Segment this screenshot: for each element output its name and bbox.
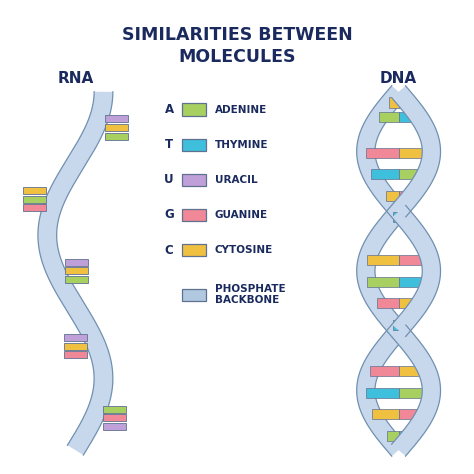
FancyBboxPatch shape [64, 343, 87, 350]
FancyBboxPatch shape [23, 204, 46, 211]
FancyBboxPatch shape [399, 431, 410, 441]
FancyBboxPatch shape [399, 319, 404, 330]
Text: A: A [164, 103, 173, 116]
FancyBboxPatch shape [370, 366, 399, 376]
Text: U: U [164, 173, 174, 186]
FancyBboxPatch shape [393, 212, 399, 222]
FancyBboxPatch shape [399, 212, 404, 222]
Text: C: C [164, 244, 173, 256]
Polygon shape [357, 325, 406, 456]
FancyBboxPatch shape [366, 147, 399, 158]
Text: T: T [165, 138, 173, 151]
FancyBboxPatch shape [182, 138, 206, 151]
FancyBboxPatch shape [399, 147, 431, 158]
FancyBboxPatch shape [103, 406, 127, 413]
FancyBboxPatch shape [399, 409, 425, 419]
Polygon shape [357, 205, 405, 337]
FancyBboxPatch shape [103, 423, 127, 430]
Text: PHOSPHATE
BACKBONE: PHOSPHATE BACKBONE [215, 284, 285, 305]
FancyBboxPatch shape [399, 169, 426, 179]
FancyBboxPatch shape [393, 319, 399, 330]
FancyBboxPatch shape [23, 187, 46, 194]
FancyBboxPatch shape [105, 124, 128, 131]
FancyBboxPatch shape [390, 97, 399, 108]
Text: SIMILARITIES BETWEEN
MOLECULES: SIMILARITIES BETWEEN MOLECULES [122, 26, 352, 66]
FancyBboxPatch shape [182, 103, 206, 116]
FancyBboxPatch shape [64, 334, 87, 341]
FancyBboxPatch shape [182, 174, 206, 186]
FancyBboxPatch shape [399, 191, 411, 201]
FancyBboxPatch shape [367, 276, 399, 287]
FancyBboxPatch shape [65, 259, 88, 266]
FancyBboxPatch shape [182, 244, 206, 256]
FancyBboxPatch shape [399, 366, 428, 376]
FancyBboxPatch shape [372, 169, 399, 179]
Polygon shape [392, 205, 440, 337]
FancyBboxPatch shape [65, 267, 88, 274]
FancyBboxPatch shape [367, 255, 399, 265]
Text: DNA: DNA [380, 71, 417, 86]
FancyBboxPatch shape [105, 133, 128, 140]
FancyBboxPatch shape [379, 112, 399, 122]
FancyBboxPatch shape [182, 289, 206, 301]
FancyBboxPatch shape [399, 276, 430, 287]
FancyBboxPatch shape [65, 276, 88, 283]
FancyBboxPatch shape [23, 196, 46, 203]
FancyBboxPatch shape [399, 298, 420, 309]
Polygon shape [392, 325, 440, 456]
FancyBboxPatch shape [105, 116, 128, 122]
Text: URACIL: URACIL [215, 175, 257, 185]
Text: CYTOSINE: CYTOSINE [215, 245, 273, 255]
FancyBboxPatch shape [399, 97, 408, 108]
Text: RNA: RNA [57, 71, 93, 86]
FancyBboxPatch shape [103, 414, 127, 421]
FancyBboxPatch shape [64, 351, 87, 358]
FancyBboxPatch shape [399, 255, 430, 265]
FancyBboxPatch shape [386, 431, 399, 441]
FancyBboxPatch shape [372, 409, 399, 419]
Polygon shape [357, 86, 406, 217]
FancyBboxPatch shape [366, 388, 399, 398]
FancyBboxPatch shape [385, 191, 399, 201]
FancyBboxPatch shape [399, 112, 419, 122]
FancyBboxPatch shape [182, 209, 206, 221]
Text: THYMINE: THYMINE [215, 140, 268, 150]
Polygon shape [38, 92, 113, 455]
FancyBboxPatch shape [399, 388, 431, 398]
Text: GUANINE: GUANINE [215, 210, 268, 220]
Text: G: G [164, 209, 174, 221]
FancyBboxPatch shape [377, 298, 399, 309]
Text: ADENINE: ADENINE [215, 105, 267, 115]
Polygon shape [392, 86, 440, 217]
